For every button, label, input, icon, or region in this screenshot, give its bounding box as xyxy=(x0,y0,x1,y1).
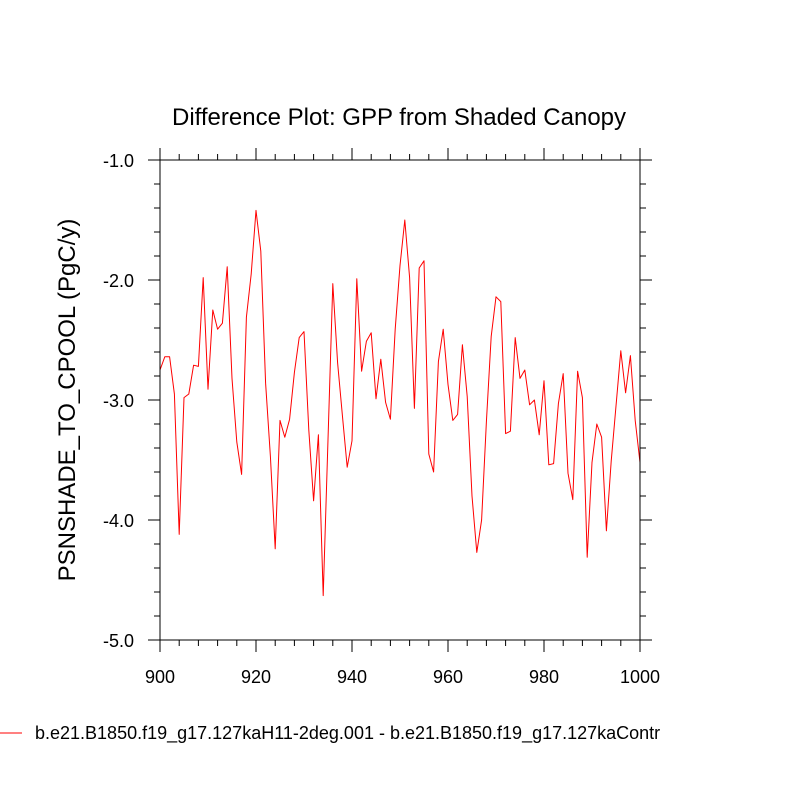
y-axis-label: PSNSHADE_TO_CPOOL (PgC/y) xyxy=(54,219,81,582)
series-line xyxy=(159,209,641,597)
x-tick-label: 940 xyxy=(337,667,367,687)
chart-title: Difference Plot: GPP from Shaded Canopy xyxy=(172,104,626,131)
y-tick-label: -2.0 xyxy=(103,271,134,291)
y-tick-label: -4.0 xyxy=(103,511,134,531)
legend-entry: b.e21.B1850.f19_g17.127kaH11-2deg.001 - … xyxy=(35,723,660,744)
x-tick-label: 1000 xyxy=(620,667,660,687)
x-tick-label: 980 xyxy=(529,667,559,687)
series-layer xyxy=(159,209,641,597)
y-tick-label: -3.0 xyxy=(103,391,134,411)
plot-frame xyxy=(159,159,641,641)
x-tick-label: 920 xyxy=(241,667,271,687)
axis-ticks: 900 920 940 960 980 1000 -1.0 -2.0 -3.0 -4.0 -5.0 xyxy=(103,148,660,687)
y-tick-label: -5.0 xyxy=(103,631,134,651)
x-tick-label: 960 xyxy=(433,667,463,687)
legend: b.e21.B1850.f19_g17.127kaH11-2deg.001 - … xyxy=(0,723,660,744)
x-tick-label: 900 xyxy=(145,667,175,687)
y-tick-label: -1.0 xyxy=(103,151,134,171)
